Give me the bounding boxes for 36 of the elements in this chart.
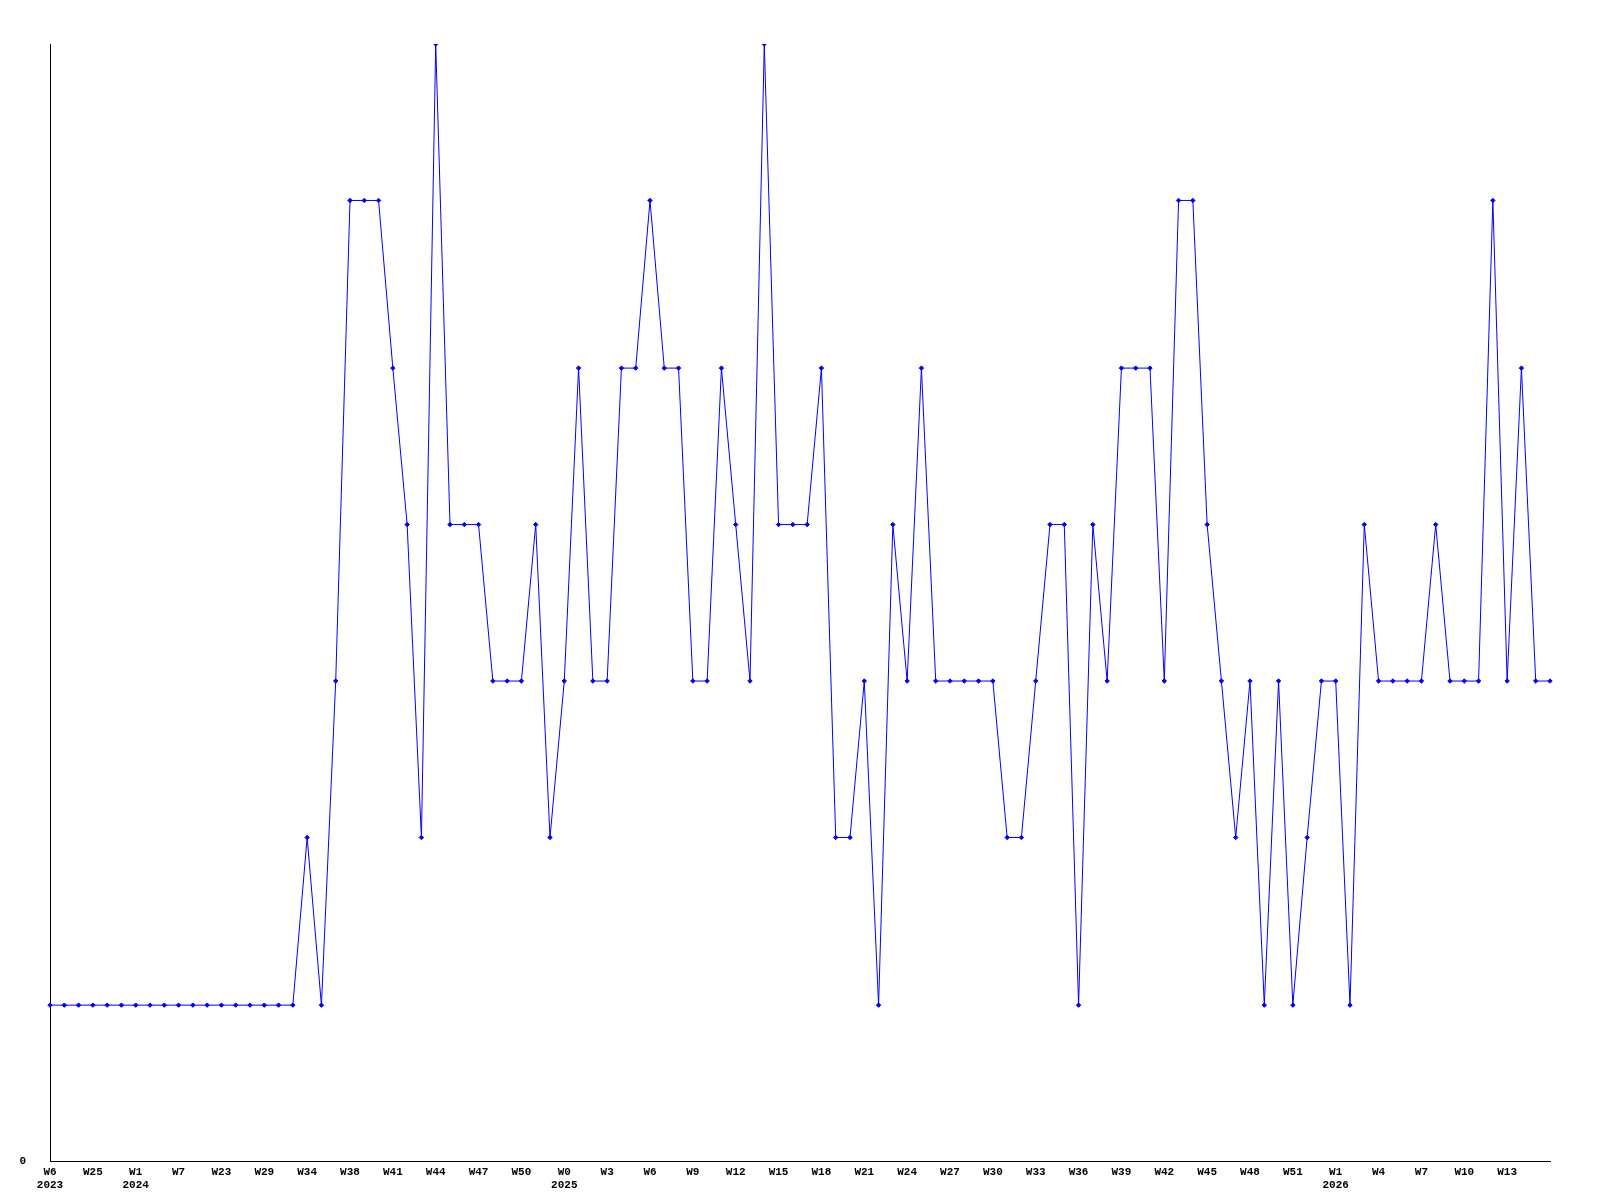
x-tick-label: W15 <box>768 1165 789 1178</box>
x-tick-label: W47 <box>468 1165 489 1178</box>
x-tick-label: W41 <box>382 1165 404 1178</box>
x-tick-label: W42 <box>1154 1165 1175 1178</box>
x-tick-label: W1 2026 <box>1322 1165 1349 1192</box>
x-tick-label: W36 <box>1068 1165 1089 1178</box>
x-tick-label: W27 <box>940 1165 960 1178</box>
x-tick-label: W23 <box>211 1165 232 1178</box>
x-tick-label: W10 <box>1454 1165 1475 1178</box>
x-tick-label: W7 <box>171 1165 186 1178</box>
text: 0 <box>19 1155 26 1168</box>
x-tick-label: W39 <box>1111 1165 1132 1178</box>
x-tick-label: W33 <box>1025 1165 1047 1178</box>
x-tick-label: W3 <box>600 1165 615 1178</box>
x-tick-label: W48 <box>1240 1165 1261 1178</box>
x-tick-label: W9 <box>686 1165 700 1178</box>
x-tick-label: W38 <box>340 1165 361 1178</box>
x-tick-label: W13 <box>1497 1165 1518 1178</box>
x-tick-label: W34 <box>297 1165 318 1178</box>
x-tick-label: W21 <box>854 1165 875 1178</box>
x-tick-label: W7 <box>1414 1165 1429 1178</box>
x-tick-label: W24 <box>897 1165 918 1178</box>
x-tick-label: W1 2024 <box>122 1165 150 1192</box>
x-tick-label: W0 2025 <box>551 1165 578 1192</box>
x-tick-label: W50 <box>511 1165 532 1178</box>
x-tick-label: W4 <box>1371 1165 1386 1178</box>
x-tick-label: W44 <box>425 1165 447 1178</box>
x-tick-label: W45 <box>1197 1165 1218 1178</box>
x-tick-label: W25 <box>82 1165 104 1178</box>
x-tick-label: W6 <box>643 1165 657 1178</box>
x-tick-label: W18 <box>811 1165 832 1178</box>
x-tick-label: W51 <box>1282 1165 1304 1178</box>
x-tick-label: W29 <box>254 1165 275 1178</box>
x-tick-label: W30 <box>982 1165 1003 1178</box>
x-tick-label: W6 2023 <box>36 1165 64 1192</box>
x-tick-label: W12 <box>725 1165 746 1178</box>
